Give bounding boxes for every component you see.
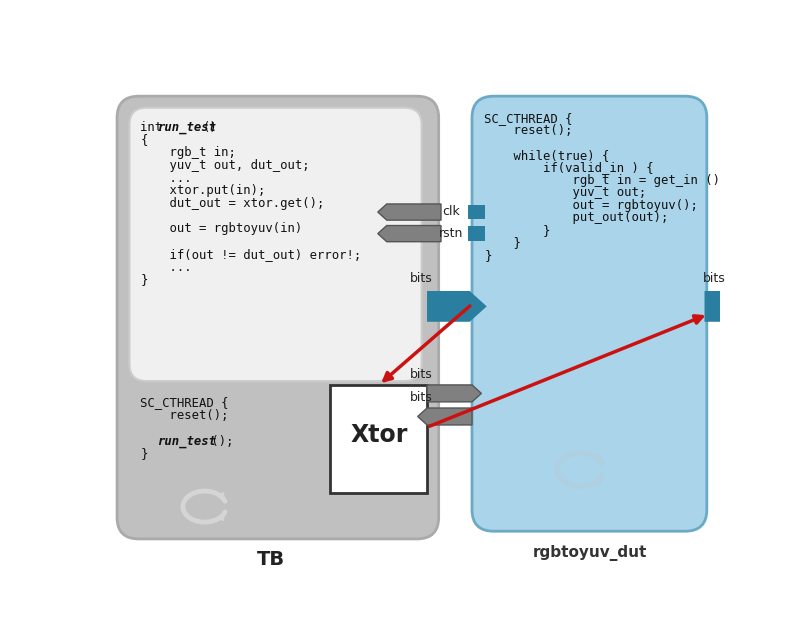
Text: reset();: reset(); [140, 409, 229, 422]
Text: SC_CTHREAD {: SC_CTHREAD { [485, 112, 573, 124]
Text: rgbtoyuv_dut: rgbtoyuv_dut [533, 545, 647, 561]
Polygon shape [378, 226, 441, 242]
Text: ...: ... [140, 260, 192, 274]
Text: TB: TB [257, 551, 285, 569]
Text: }: } [140, 273, 148, 287]
Text: }: } [485, 249, 492, 262]
Text: if(out != dut_out) error!;: if(out != dut_out) error!; [140, 248, 362, 261]
Polygon shape [427, 291, 486, 322]
Text: rstn: rstn [439, 227, 463, 240]
Text: run_test: run_test [158, 435, 216, 447]
FancyBboxPatch shape [130, 108, 422, 381]
Text: reset();: reset(); [485, 124, 573, 137]
FancyBboxPatch shape [472, 96, 707, 531]
Text: }: } [485, 224, 550, 237]
Text: if(valid_in ) {: if(valid_in ) { [485, 162, 654, 174]
Text: xtor.put(in);: xtor.put(in); [140, 185, 266, 197]
Text: bits: bits [703, 272, 726, 285]
Polygon shape [705, 291, 745, 322]
Text: while(true) {: while(true) { [485, 149, 610, 162]
Text: bits: bits [410, 272, 433, 285]
Text: rgb_t in;: rgb_t in; [140, 146, 236, 159]
Text: bits: bits [410, 391, 433, 404]
Text: }: } [140, 447, 148, 460]
FancyBboxPatch shape [117, 96, 438, 539]
Text: }: } [485, 237, 522, 249]
Text: out = rgbtoyuv(in): out = rgbtoyuv(in) [140, 222, 302, 235]
Polygon shape [378, 204, 441, 220]
Text: yuv_t out;: yuv_t out; [485, 187, 646, 199]
Text: ...: ... [140, 172, 192, 185]
Text: (): () [202, 121, 217, 134]
Text: {: { [140, 133, 148, 147]
Polygon shape [427, 385, 482, 402]
Bar [468, 226, 485, 241]
Polygon shape [418, 408, 472, 425]
Text: dut_out = xtor.get();: dut_out = xtor.get(); [140, 197, 325, 210]
Text: yuv_t out, dut_out;: yuv_t out, dut_out; [140, 159, 310, 172]
Text: out = rgbtoyuv();: out = rgbtoyuv(); [485, 199, 698, 212]
Text: ();: (); [204, 435, 234, 447]
Text: int: int [140, 121, 170, 134]
Text: bits: bits [410, 368, 433, 381]
Text: run_test: run_test [158, 121, 216, 134]
Text: clk: clk [442, 205, 460, 218]
Text: Xtor: Xtor [350, 423, 408, 447]
Text: put_out(out);: put_out(out); [485, 212, 669, 224]
Text: SC_CTHREAD {: SC_CTHREAD { [140, 397, 229, 410]
Bar [468, 204, 485, 219]
Text: rgb_t in = get_in (): rgb_t in = get_in () [485, 174, 721, 187]
Bar [330, 385, 427, 493]
